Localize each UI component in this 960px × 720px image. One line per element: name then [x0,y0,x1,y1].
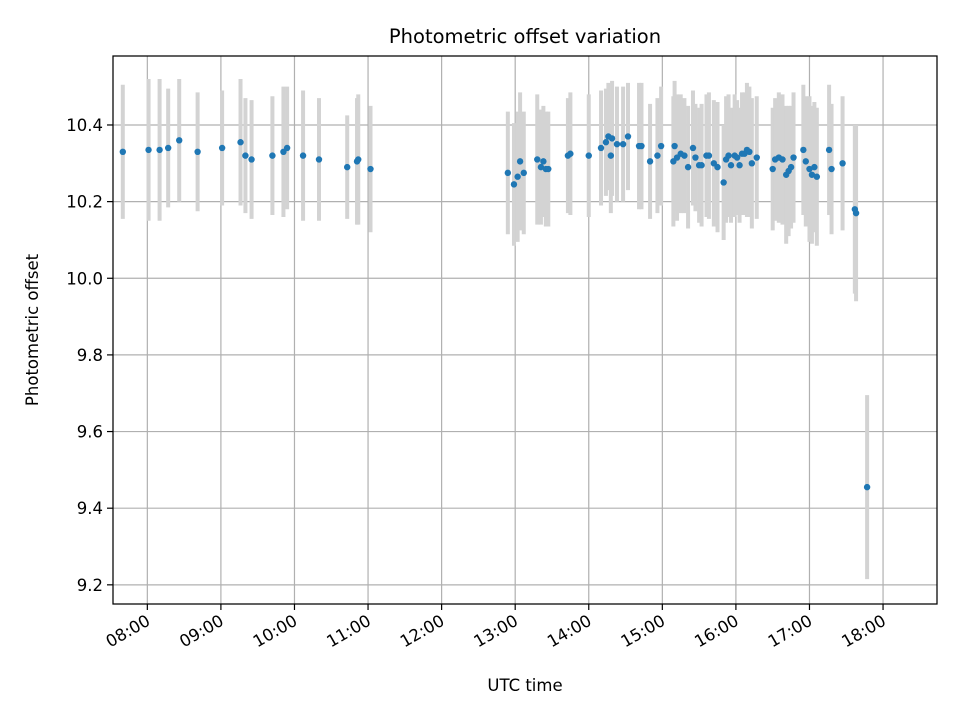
data-point [510,181,518,188]
y-axis-label: Photometric offset [23,253,42,406]
data-point [344,163,351,171]
data-point [367,165,374,173]
data-point [684,163,692,171]
data-point [248,156,255,163]
data-point [733,154,741,161]
data-point [624,133,632,140]
data-point [619,140,627,148]
y-tick-label: 9.6 [77,423,103,442]
y-tick-label: 10.2 [66,193,103,212]
y-axis: 9.2 9.4 9.6 9.8 10.0 10.2 10.4 [66,116,113,595]
data-point [194,148,201,156]
data-point [654,152,661,159]
data-point [806,165,813,173]
y-tick-label: 9.4 [77,499,103,518]
data-point [545,165,552,173]
data-point [787,163,795,171]
y-tick-label: 9.2 [77,576,103,595]
data-point [769,165,776,173]
data-point [800,146,807,154]
x-axis-label: UTC time [487,676,562,695]
data-point [283,144,291,152]
data-point [746,148,753,156]
chart-title: Photometric offset variation [389,25,661,48]
data-point [119,148,127,156]
data-point [597,144,605,152]
data-point [269,152,276,159]
data-point [516,158,524,165]
data-point [779,156,786,163]
data-point [692,154,699,161]
data-point [790,154,797,161]
data-point [808,171,816,178]
data-point [828,165,835,173]
data-point [705,152,713,159]
data-point [813,173,821,180]
data-point [657,142,665,150]
data-point [825,146,833,154]
data-point [802,158,809,165]
data-point [727,162,735,169]
data-point [714,163,721,171]
y-tick-label: 10.0 [66,269,103,288]
data-point [852,209,860,217]
data-point [156,146,163,154]
data-point [164,144,172,152]
data-point [720,179,727,186]
data-point [689,144,697,152]
data-point [646,158,654,165]
data-point [540,158,547,165]
data-point [315,156,323,163]
data-point [355,156,362,163]
data-point [608,135,616,142]
data-point [567,150,574,157]
data-point [242,152,249,159]
data-point [671,142,678,150]
data-point [585,152,592,159]
data-point [839,160,846,167]
data-point [299,152,307,159]
data-point [514,173,521,180]
data-point [607,152,615,159]
data-point [748,160,756,167]
data-point [681,152,688,159]
data-point [602,139,610,146]
data-point [534,156,541,163]
data-point [638,142,645,150]
data-point [237,139,244,146]
y-tick-label: 10.4 [66,116,103,135]
data-point [537,163,545,171]
data-point [736,162,743,169]
data-point [725,152,732,159]
y-tick-label: 9.8 [77,346,103,365]
data-point [504,169,512,177]
plot-frame [112,55,938,605]
data-point [863,483,871,491]
data-point [753,154,760,161]
data-point [145,146,152,154]
data-point [613,140,621,148]
data-point [176,137,183,144]
data-point [218,144,226,152]
data-point [698,162,705,169]
data-point [811,163,818,171]
data-point [520,169,527,177]
data-points [119,133,871,491]
